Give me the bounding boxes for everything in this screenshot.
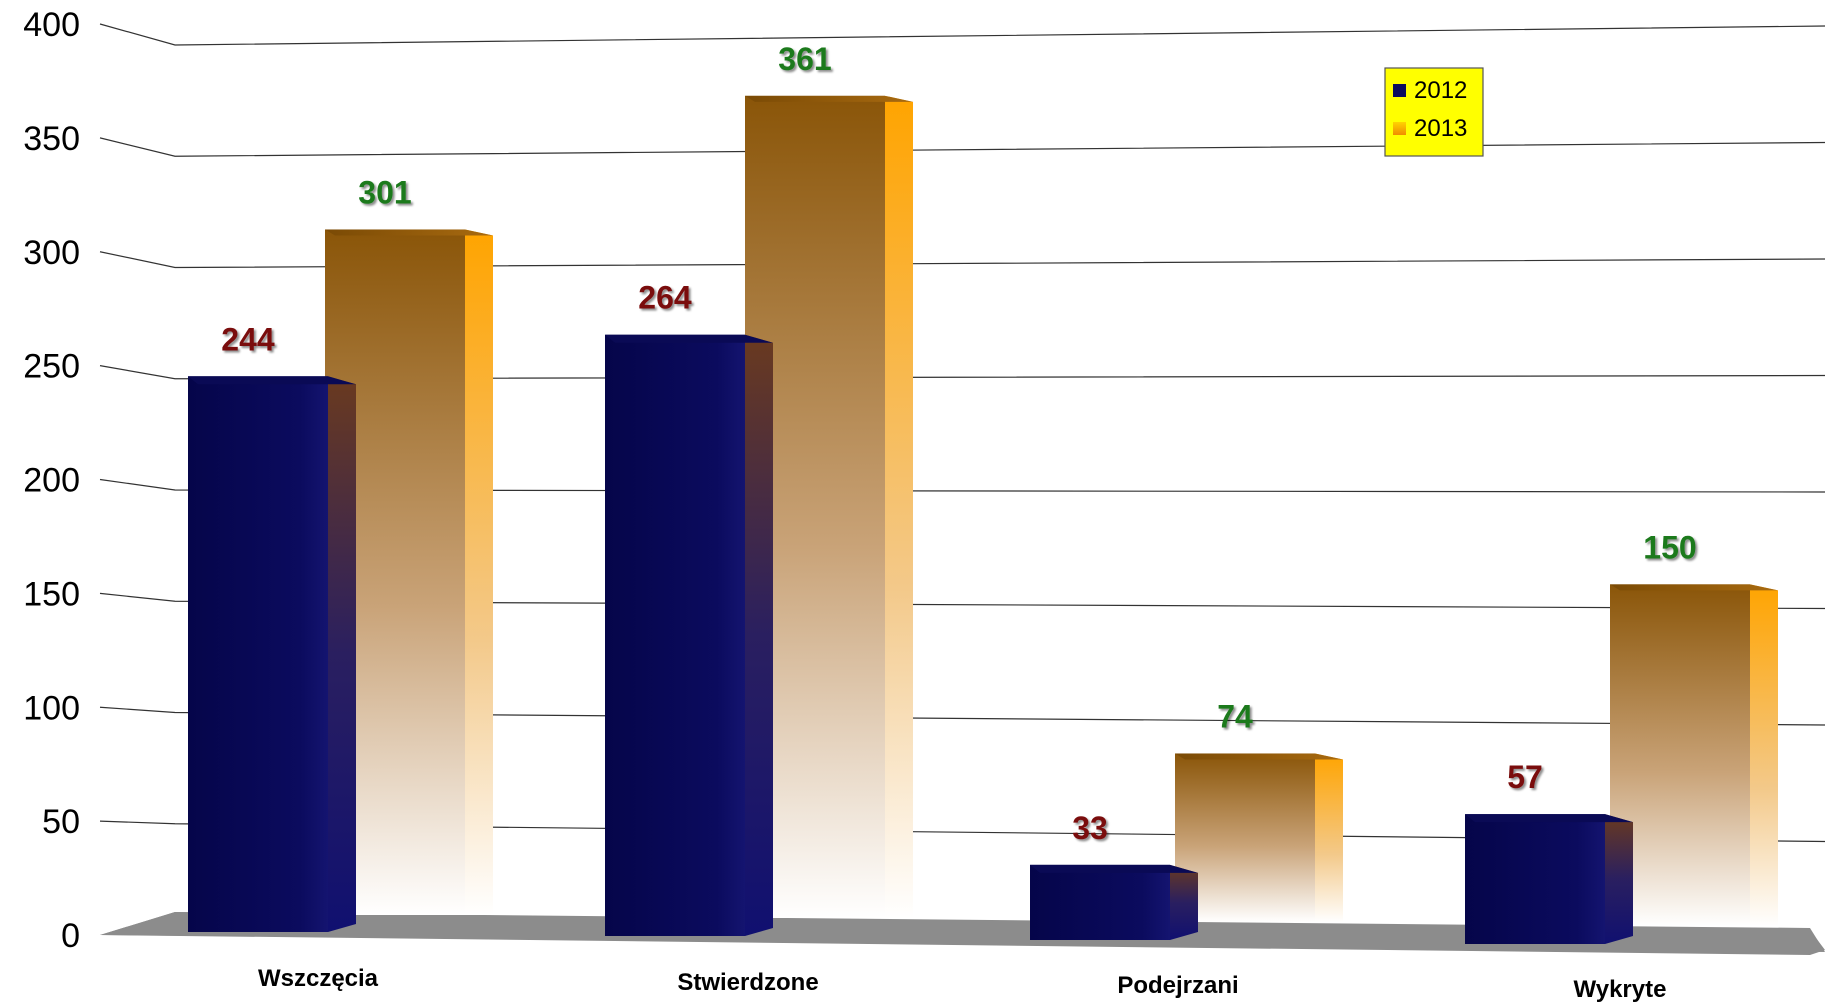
bar-2012-side (1605, 814, 1633, 944)
data-label-2013: 74 (1217, 698, 1253, 734)
y-tick-label: 200 (23, 462, 80, 500)
bar-2012-top (1465, 814, 1633, 823)
legend-swatch (1393, 84, 1406, 97)
gridline (99, 592, 1826, 610)
y-tick-label: 100 (23, 689, 80, 727)
bar-2013-front (1610, 584, 1750, 926)
bar-2013-top (1610, 584, 1778, 591)
y-tick-label: 400 (23, 6, 80, 44)
y-tick-label: 350 (23, 120, 80, 158)
y-tick-label: 50 (42, 803, 80, 841)
bar-2012-top (605, 334, 773, 343)
bar-2012-front (188, 376, 328, 932)
bar-2012-front (1030, 864, 1170, 940)
bar-2012-side (328, 376, 356, 932)
data-label-2013: 361 (778, 41, 831, 77)
data-label-2013: 301 (358, 174, 411, 210)
y-tick-label: 300 (23, 234, 80, 272)
bar-2013-top (745, 95, 913, 102)
bar-2012-top (1030, 864, 1198, 873)
x-category-label: Stwierdzone (677, 969, 818, 996)
y-tick-label: 250 (23, 348, 80, 386)
bar-2012-top (188, 376, 356, 385)
x-category-label: Wykryte (1574, 976, 1667, 1002)
y-axis: 0 50 100 150 200 250 300 350 400 (23, 6, 80, 955)
gridline (99, 706, 1826, 726)
legend-box (1384, 67, 1484, 157)
bar-2013-side (885, 95, 913, 918)
gridline (99, 137, 1826, 157)
x-category-label: Wszczęcia (258, 965, 379, 992)
legend-entry: 2013 (1414, 115, 1467, 142)
data-label-2012: 264 (638, 280, 692, 316)
floor-plane-back (100, 912, 1825, 952)
bar-2012-front (1465, 814, 1605, 944)
bar-2013-top (325, 229, 493, 236)
legend-swatch (1393, 122, 1406, 135)
data-label-2012: 57 (1507, 759, 1543, 795)
bar-2013-side (1750, 584, 1778, 926)
x-category-label: Podejrzani (1117, 972, 1238, 999)
legend: 2012 2013 (1384, 67, 1484, 157)
data-label-2012: 244 (221, 321, 275, 357)
bar-2012-side (1170, 864, 1198, 940)
category-labels: Wszczęcia Stwierdzone Podejrzani Wykryte (258, 965, 1667, 1003)
bar-2013-front (1175, 753, 1315, 922)
bar-2013-side (465, 229, 493, 915)
data-label-2013: 150 (1643, 529, 1696, 565)
bar-2013-top (1175, 753, 1343, 760)
gridline (99, 251, 1826, 269)
bar-2012-side (745, 334, 773, 936)
y-tick-label: 0 (61, 917, 80, 955)
gridline (99, 365, 1826, 380)
data-labels: 301 244 361 264 74 33 150 57 (221, 41, 1696, 846)
gridline (99, 23, 1826, 46)
bar-2013-side (1315, 753, 1343, 922)
data-label-2012: 33 (1072, 810, 1108, 846)
chart-floor (100, 912, 1825, 955)
legend-entry: 2012 (1414, 77, 1467, 104)
gridline (99, 478, 1826, 493)
bar-2012-front (605, 334, 745, 936)
gridlines (99, 23, 1826, 843)
y-tick-label: 150 (23, 575, 80, 613)
bars (188, 95, 1778, 944)
